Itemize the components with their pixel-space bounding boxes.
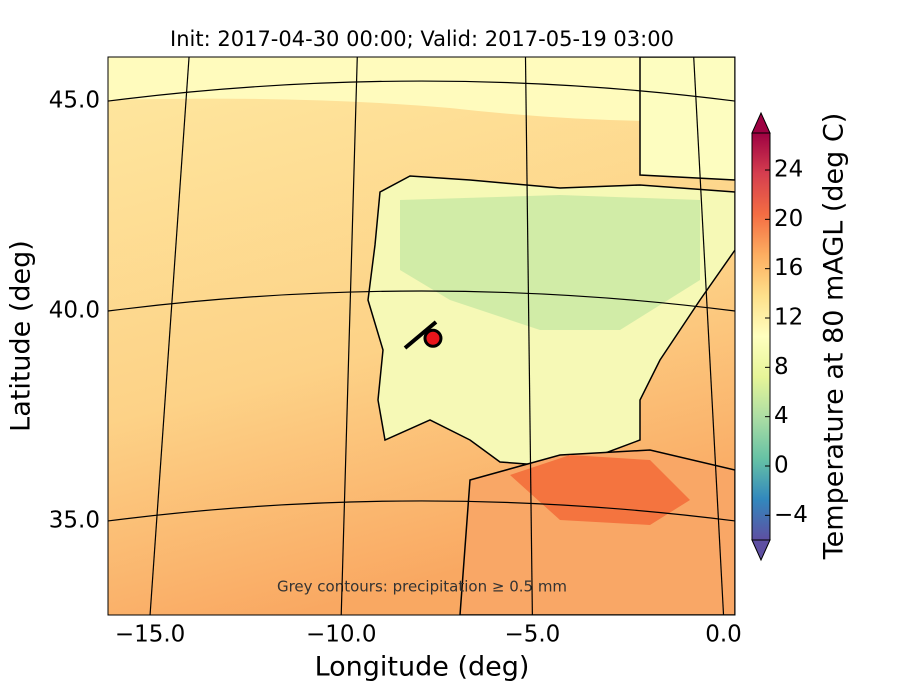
colorbar-tick-label: 0: [774, 453, 789, 479]
meridian: [340, 57, 358, 615]
colorbar-tick-label: 12: [774, 305, 803, 331]
colorbar-tick-label: 4: [774, 403, 789, 429]
x-tick-label: −15.0: [115, 622, 185, 648]
wind-barb: [403, 320, 438, 350]
title: Init: 2017-04-30 00:00; Valid: 2017-05-1…: [170, 27, 674, 51]
y-tick-label: 35.0: [49, 507, 100, 533]
y-tick-label: 40.0: [49, 298, 100, 324]
colorbar-extend-bottom: [751, 539, 771, 562]
meridian: [693, 57, 725, 615]
graticule: [108, 57, 735, 615]
meridian: [524, 57, 533, 615]
x-tick-label: −10.0: [306, 622, 376, 648]
y-tick-label: 45.0: [49, 88, 100, 114]
map-background: [108, 57, 735, 615]
annotation: Grey contours: precipitation ≥ 0.5 mm: [277, 578, 567, 596]
x-axis-label: Longitude (deg): [315, 652, 530, 683]
x-tick-label: −5.0: [504, 622, 560, 648]
plot-frame: [107, 56, 736, 616]
x-tick-label: 0.0: [705, 622, 742, 648]
colorbar-tick-label: 16: [774, 255, 803, 281]
colorbar-tick-label: 8: [774, 354, 789, 380]
colorbar-extend-top: [751, 111, 771, 134]
parallel: [108, 500, 735, 522]
location-marker: [423, 328, 443, 348]
meridian: [149, 57, 190, 615]
colorbar-tick-label: 24: [774, 157, 803, 183]
colorbar-tick-label: 20: [774, 206, 803, 232]
colorbar-tick-label: −4: [774, 502, 808, 528]
y-axis-label: Latitude (deg): [6, 240, 37, 432]
colorbar-label: Temperature at 80 mAGL (deg C): [819, 113, 850, 561]
parallel: [108, 290, 735, 312]
parallel: [108, 80, 735, 102]
colorbar: [751, 132, 771, 541]
